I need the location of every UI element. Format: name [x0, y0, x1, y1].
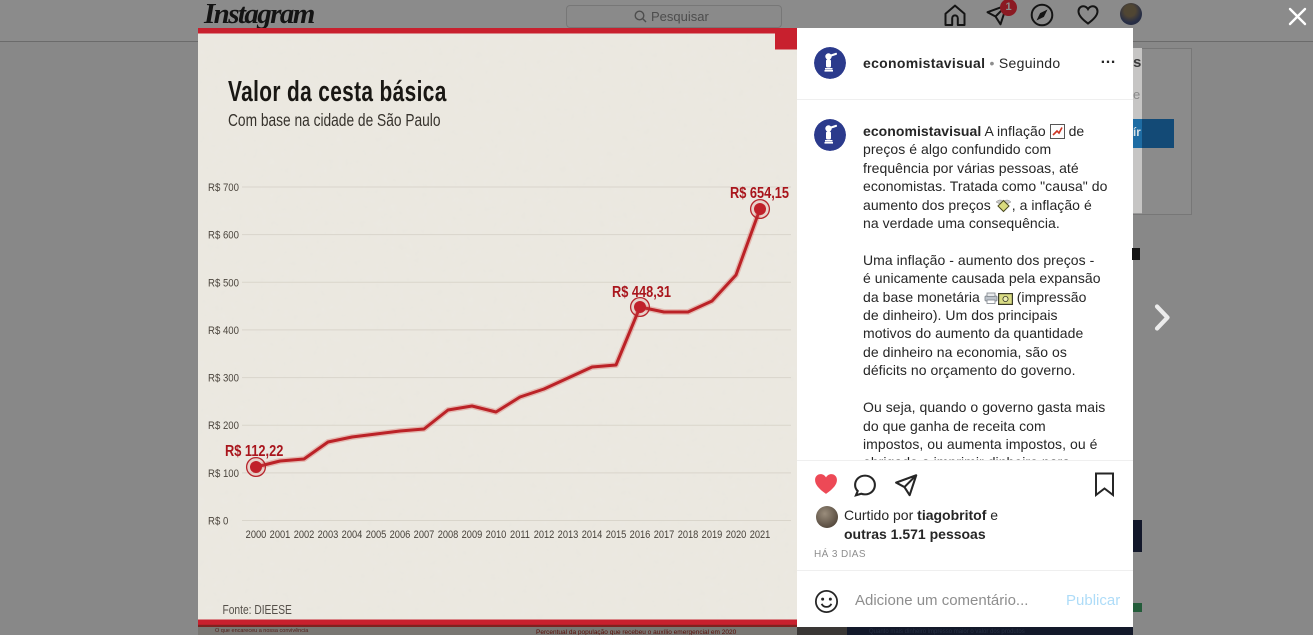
- svg-text:2018: 2018: [678, 529, 699, 541]
- svg-text:R$ 0: R$ 0: [208, 516, 228, 528]
- svg-text:2017: 2017: [654, 529, 675, 541]
- svg-text:2006: 2006: [390, 529, 411, 541]
- svg-text:2011: 2011: [510, 529, 530, 541]
- svg-text:2019: 2019: [702, 529, 723, 541]
- svg-text:2003: 2003: [318, 529, 339, 541]
- svg-text:R$ 500: R$ 500: [208, 278, 239, 290]
- svg-text:2009: 2009: [462, 529, 483, 541]
- svg-text:2001: 2001: [270, 529, 291, 541]
- svg-text:2012: 2012: [534, 529, 555, 541]
- svg-text:R$ 112,22: R$ 112,22: [225, 443, 283, 461]
- svg-text:2020: 2020: [726, 529, 747, 541]
- svg-text:2015: 2015: [606, 529, 627, 541]
- svg-text:2013: 2013: [558, 529, 579, 541]
- svg-text:R$ 448,31: R$ 448,31: [612, 284, 671, 302]
- svg-text:R$ 200: R$ 200: [208, 421, 239, 433]
- svg-text:2014: 2014: [582, 529, 603, 541]
- svg-text:2007: 2007: [414, 529, 435, 541]
- svg-text:2010: 2010: [486, 529, 507, 541]
- svg-text:2021: 2021: [750, 529, 771, 541]
- svg-text:R$ 400: R$ 400: [208, 325, 239, 337]
- svg-text:R$ 700: R$ 700: [208, 182, 239, 194]
- svg-text:2016: 2016: [630, 529, 651, 541]
- svg-text:Com base na cidade de São Paul: Com base na cidade de São Paulo: [228, 112, 440, 131]
- svg-text:Valor da cesta básica: Valor da cesta básica: [228, 76, 447, 108]
- svg-text:R$ 654,15: R$ 654,15: [730, 185, 789, 203]
- svg-text:Fonte: DIEESE: Fonte: DIEESE: [222, 604, 292, 617]
- svg-text:2005: 2005: [366, 529, 387, 541]
- svg-text:2004: 2004: [342, 529, 363, 541]
- svg-text:2008: 2008: [438, 529, 459, 541]
- svg-text:R$ 600: R$ 600: [208, 230, 239, 242]
- svg-text:2002: 2002: [294, 529, 315, 541]
- svg-text:R$ 100: R$ 100: [208, 468, 239, 480]
- svg-text:2000: 2000: [246, 529, 267, 541]
- svg-text:R$ 300: R$ 300: [208, 373, 239, 385]
